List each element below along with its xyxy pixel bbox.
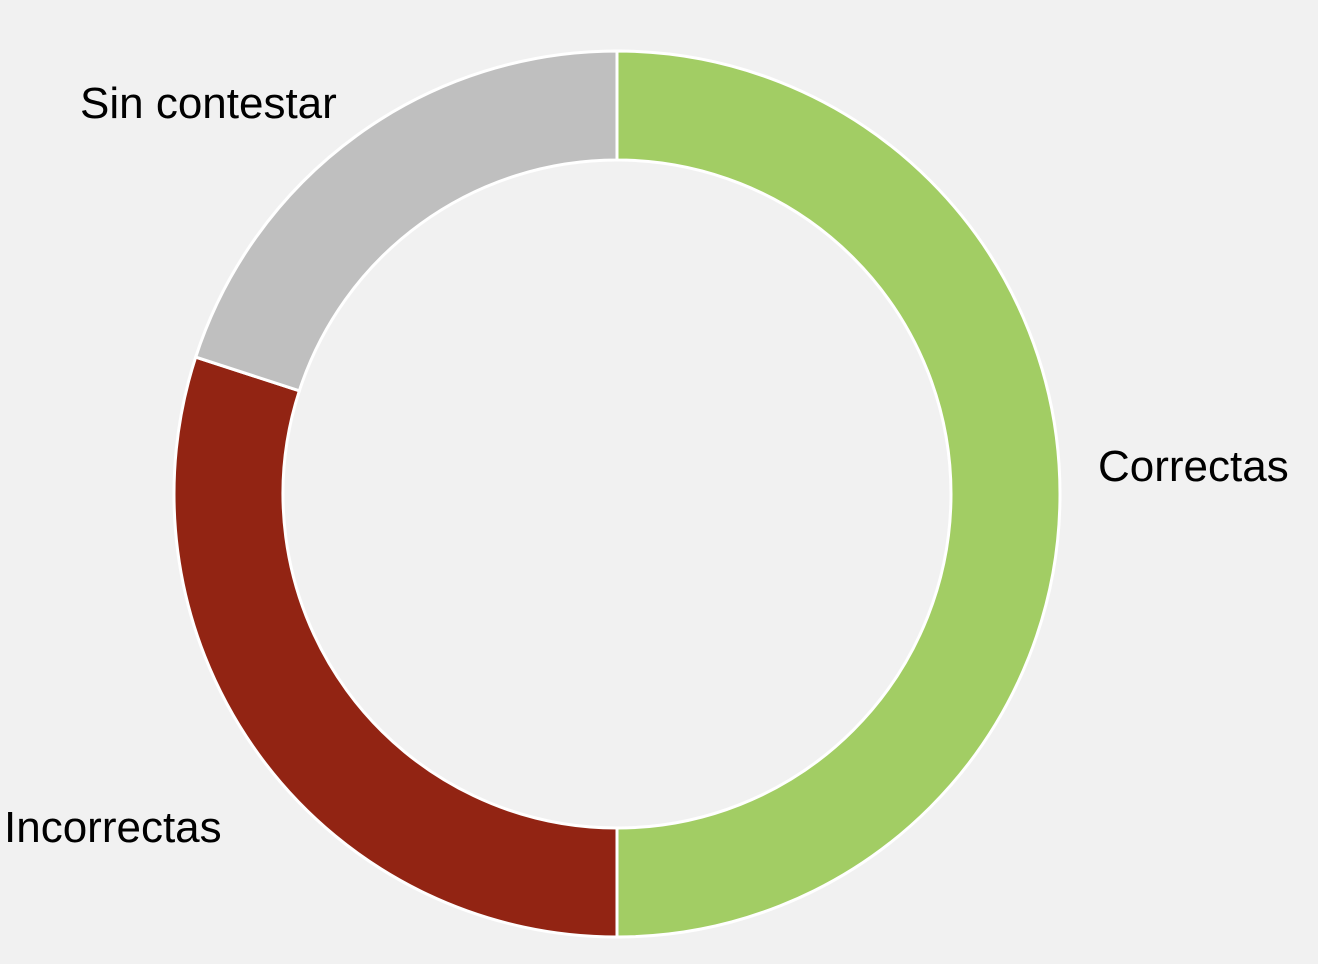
slice-label-incorrectas: Incorrectas — [4, 803, 222, 852]
slice-labels: Correctas Incorrectas Sin contestar — [4, 79, 1289, 852]
slice-incorrectas — [172, 355, 619, 939]
slice-sin-contestar — [193, 49, 619, 393]
donut-slices — [172, 49, 1062, 939]
slice-label-sin-contestar: Sin contestar — [80, 79, 337, 128]
slice-label-correctas: Correctas — [1098, 442, 1289, 491]
slice-correctas — [615, 49, 1062, 939]
